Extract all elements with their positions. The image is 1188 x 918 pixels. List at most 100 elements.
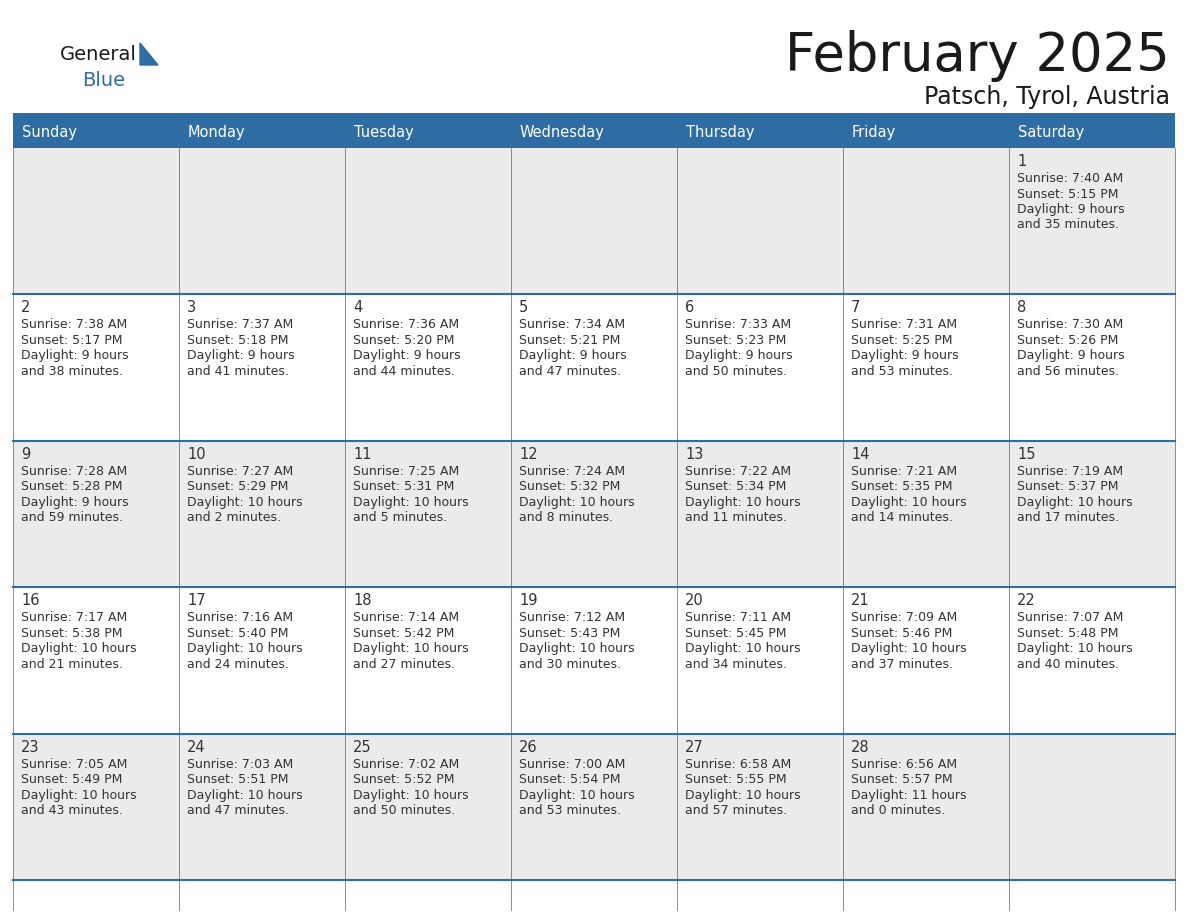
Text: Sunset: 5:57 PM: Sunset: 5:57 PM — [851, 773, 953, 786]
Text: Sunrise: 7:03 AM: Sunrise: 7:03 AM — [187, 757, 293, 770]
Text: Sunset: 5:52 PM: Sunset: 5:52 PM — [353, 773, 455, 786]
Text: 11: 11 — [353, 447, 372, 462]
Text: Sunrise: 7:14 AM: Sunrise: 7:14 AM — [353, 611, 459, 624]
Text: 10: 10 — [187, 447, 206, 462]
Text: Sunrise: 7:34 AM: Sunrise: 7:34 AM — [519, 319, 625, 331]
Text: Sunrise: 7:21 AM: Sunrise: 7:21 AM — [851, 465, 958, 477]
Text: and 40 minutes.: and 40 minutes. — [1017, 657, 1119, 671]
Bar — [179, 118, 345, 148]
Text: Daylight: 9 hours: Daylight: 9 hours — [1017, 350, 1125, 363]
Text: and 11 minutes.: and 11 minutes. — [685, 511, 786, 524]
Text: and 57 minutes.: and 57 minutes. — [685, 804, 788, 817]
Text: 5: 5 — [519, 300, 529, 316]
Text: Sunrise: 7:37 AM: Sunrise: 7:37 AM — [187, 319, 293, 331]
Text: and 21 minutes.: and 21 minutes. — [21, 657, 122, 671]
Text: 26: 26 — [519, 740, 538, 755]
Text: 15: 15 — [1017, 447, 1036, 462]
Bar — [13, 148, 1175, 295]
Text: Sunset: 5:21 PM: Sunset: 5:21 PM — [519, 334, 620, 347]
Text: Sunrise: 7:22 AM: Sunrise: 7:22 AM — [685, 465, 791, 477]
Text: Sunset: 5:37 PM: Sunset: 5:37 PM — [1017, 480, 1118, 493]
Text: Daylight: 10 hours: Daylight: 10 hours — [851, 643, 967, 655]
Text: Sunset: 5:45 PM: Sunset: 5:45 PM — [685, 627, 786, 640]
Text: and 37 minutes.: and 37 minutes. — [851, 657, 953, 671]
Bar — [843, 118, 1009, 148]
Text: Sunset: 5:15 PM: Sunset: 5:15 PM — [1017, 187, 1118, 200]
Text: 24: 24 — [187, 740, 206, 755]
Text: Sunrise: 6:58 AM: Sunrise: 6:58 AM — [685, 757, 791, 770]
Text: Sunset: 5:48 PM: Sunset: 5:48 PM — [1017, 627, 1118, 640]
Text: Sunrise: 7:17 AM: Sunrise: 7:17 AM — [21, 611, 127, 624]
Text: and 0 minutes.: and 0 minutes. — [851, 804, 946, 817]
Text: Daylight: 10 hours: Daylight: 10 hours — [519, 643, 634, 655]
Text: 8: 8 — [1017, 300, 1026, 316]
Bar — [345, 118, 511, 148]
Text: and 50 minutes.: and 50 minutes. — [685, 364, 788, 378]
Text: and 47 minutes.: and 47 minutes. — [519, 364, 621, 378]
Text: Daylight: 10 hours: Daylight: 10 hours — [21, 789, 137, 801]
Text: 18: 18 — [353, 593, 372, 609]
Text: 9: 9 — [21, 447, 30, 462]
Text: Sunset: 5:42 PM: Sunset: 5:42 PM — [353, 627, 454, 640]
Text: Saturday: Saturday — [1018, 126, 1085, 140]
Text: Sunset: 5:55 PM: Sunset: 5:55 PM — [685, 773, 786, 786]
Bar — [511, 118, 677, 148]
Text: Friday: Friday — [852, 126, 896, 140]
Text: Sunset: 5:26 PM: Sunset: 5:26 PM — [1017, 334, 1118, 347]
Text: 14: 14 — [851, 447, 870, 462]
Text: Sunrise: 7:28 AM: Sunrise: 7:28 AM — [21, 465, 127, 477]
Text: Sunrise: 7:27 AM: Sunrise: 7:27 AM — [187, 465, 293, 477]
Polygon shape — [140, 43, 158, 65]
Text: Sunset: 5:46 PM: Sunset: 5:46 PM — [851, 627, 953, 640]
Text: and 27 minutes.: and 27 minutes. — [353, 657, 455, 671]
Text: Sunset: 5:25 PM: Sunset: 5:25 PM — [851, 334, 953, 347]
Text: Daylight: 10 hours: Daylight: 10 hours — [519, 496, 634, 509]
Text: General: General — [61, 46, 137, 64]
Text: Daylight: 9 hours: Daylight: 9 hours — [21, 496, 128, 509]
Text: and 34 minutes.: and 34 minutes. — [685, 657, 786, 671]
Text: Sunrise: 7:02 AM: Sunrise: 7:02 AM — [353, 757, 460, 770]
Text: Sunrise: 7:30 AM: Sunrise: 7:30 AM — [1017, 319, 1123, 331]
Text: 23: 23 — [21, 740, 39, 755]
Text: Sunrise: 7:36 AM: Sunrise: 7:36 AM — [353, 319, 459, 331]
Text: Patsch, Tyrol, Austria: Patsch, Tyrol, Austria — [924, 85, 1170, 109]
Text: and 38 minutes.: and 38 minutes. — [21, 364, 124, 378]
Text: 28: 28 — [851, 740, 870, 755]
Text: February 2025: February 2025 — [785, 30, 1170, 82]
Text: Daylight: 10 hours: Daylight: 10 hours — [685, 789, 801, 801]
Text: and 44 minutes.: and 44 minutes. — [353, 364, 455, 378]
Text: Daylight: 10 hours: Daylight: 10 hours — [519, 789, 634, 801]
Text: Wednesday: Wednesday — [520, 126, 605, 140]
Bar — [13, 733, 1175, 880]
Bar — [13, 113, 1175, 118]
Text: Daylight: 9 hours: Daylight: 9 hours — [1017, 203, 1125, 216]
Text: Sunset: 5:34 PM: Sunset: 5:34 PM — [685, 480, 786, 493]
Text: and 56 minutes.: and 56 minutes. — [1017, 364, 1119, 378]
Text: Blue: Blue — [82, 72, 125, 91]
Text: Daylight: 9 hours: Daylight: 9 hours — [353, 350, 461, 363]
Text: 2: 2 — [21, 300, 31, 316]
Text: 27: 27 — [685, 740, 703, 755]
Text: Sunset: 5:35 PM: Sunset: 5:35 PM — [851, 480, 953, 493]
Text: Sunrise: 7:00 AM: Sunrise: 7:00 AM — [519, 757, 625, 770]
Text: Sunrise: 7:31 AM: Sunrise: 7:31 AM — [851, 319, 958, 331]
Text: Sunrise: 6:56 AM: Sunrise: 6:56 AM — [851, 757, 958, 770]
Bar — [677, 118, 843, 148]
Text: Daylight: 10 hours: Daylight: 10 hours — [187, 789, 303, 801]
Text: Daylight: 10 hours: Daylight: 10 hours — [685, 643, 801, 655]
Text: and 59 minutes.: and 59 minutes. — [21, 511, 124, 524]
Text: Sunrise: 7:19 AM: Sunrise: 7:19 AM — [1017, 465, 1123, 477]
Text: 19: 19 — [519, 593, 537, 609]
Text: and 2 minutes.: and 2 minutes. — [187, 511, 282, 524]
Text: Daylight: 10 hours: Daylight: 10 hours — [353, 643, 468, 655]
Text: 13: 13 — [685, 447, 703, 462]
Text: Sunset: 5:54 PM: Sunset: 5:54 PM — [519, 773, 620, 786]
Text: Sunrise: 7:40 AM: Sunrise: 7:40 AM — [1017, 172, 1123, 185]
Text: Sunrise: 7:07 AM: Sunrise: 7:07 AM — [1017, 611, 1124, 624]
Text: Sunset: 5:31 PM: Sunset: 5:31 PM — [353, 480, 454, 493]
Text: Sunrise: 7:12 AM: Sunrise: 7:12 AM — [519, 611, 625, 624]
Text: Daylight: 9 hours: Daylight: 9 hours — [21, 350, 128, 363]
Text: 20: 20 — [685, 593, 703, 609]
Text: Sunrise: 7:11 AM: Sunrise: 7:11 AM — [685, 611, 791, 624]
Text: Sunset: 5:20 PM: Sunset: 5:20 PM — [353, 334, 455, 347]
